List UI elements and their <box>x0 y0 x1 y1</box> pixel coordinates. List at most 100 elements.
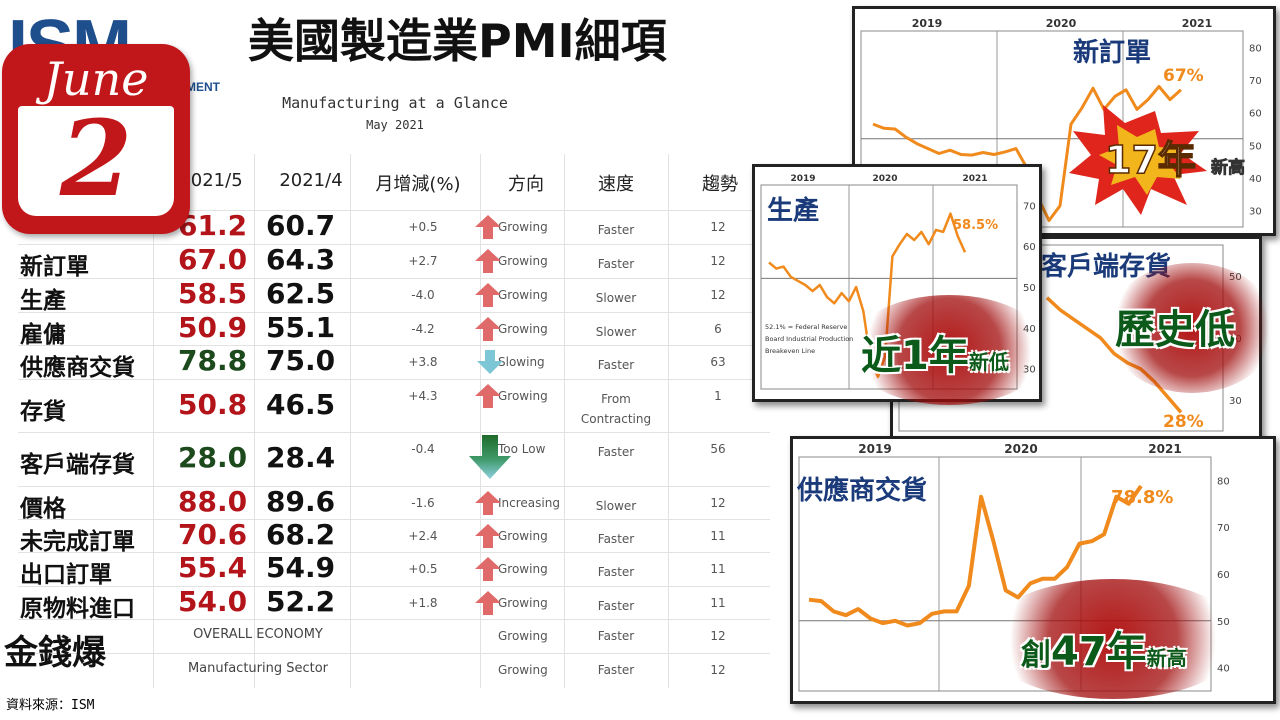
brand-logo: 金錢爆 <box>4 633 106 673</box>
direction-text: Growing <box>498 389 548 403</box>
direction-text: Growing <box>498 663 548 677</box>
chart-svg: 2019202020214050607080供應商交貨78.8% <box>796 442 1230 692</box>
table-row-divider <box>18 432 770 433</box>
trend-value: 63 <box>710 355 726 369</box>
arrow-up-icon <box>474 523 502 549</box>
row-label: 生產 <box>20 288 66 314</box>
plot-frame <box>798 456 1212 692</box>
value-april: 52.2 <box>266 584 336 618</box>
value-april: 64.3 <box>266 243 336 276</box>
chart-supplier-deliveries: 2019202020214050607080供應商交貨78.8%創47年新高 <box>790 436 1276 704</box>
direction-text: Growing <box>498 254 548 268</box>
change-pct: +2.4 <box>408 529 438 543</box>
y-tick-label: 50 <box>1249 141 1262 152</box>
arrow-up-icon <box>474 490 502 516</box>
callout-text: 歷史低 <box>1115 307 1235 353</box>
value-may: 55.4 <box>178 551 248 584</box>
row-label: 新訂單 <box>20 254 89 280</box>
direction-text: Growing <box>498 629 548 643</box>
note-text: Board Industrial Production <box>765 335 853 343</box>
blood-splatter <box>1107 263 1277 393</box>
table-col-divider <box>350 154 351 688</box>
change-pct: -1.6 <box>411 496 435 510</box>
table-row-divider <box>18 486 770 487</box>
source-note: 資料來源：ISM <box>6 698 95 713</box>
value-annotation: 28% <box>1163 412 1204 432</box>
y-tick-label: 60 <box>1023 242 1036 253</box>
x-tick-label: 2021 <box>962 174 987 184</box>
note-text: Breakeven Line <box>765 347 815 355</box>
trend-value: 56 <box>710 442 726 456</box>
table-header-cell: 方向 <box>508 174 544 195</box>
direction-text: Slowing <box>498 355 545 369</box>
table-row-divider <box>18 345 770 346</box>
change-pct: -0.4 <box>411 442 435 456</box>
table-row-divider <box>18 519 770 520</box>
rate-text: From Contracting <box>580 392 652 426</box>
value-may: 61.2 <box>178 209 248 242</box>
value-annotation: 78.8% <box>1111 487 1173 508</box>
rate-text: Faster <box>597 629 635 643</box>
value-may: 78.8 <box>178 344 248 377</box>
table-header-cell: 速度 <box>598 174 634 195</box>
arrow-down-icon <box>476 349 504 375</box>
value-april: 46.5 <box>266 387 336 421</box>
table-row-divider <box>18 210 770 211</box>
chart-title: 供應商交貨 <box>796 475 927 506</box>
value-may: 50.8 <box>178 387 248 421</box>
arrow-up-icon <box>474 316 502 342</box>
table-row-divider <box>18 278 770 279</box>
row-label: 原物料進口 <box>20 595 135 622</box>
callout-text: 近1年新低 <box>861 333 1009 379</box>
rate-text: Faster <box>597 445 635 459</box>
direction-text: Growing <box>498 322 548 336</box>
value-may: 58.5 <box>178 277 248 310</box>
arrow-up-icon <box>474 282 502 308</box>
direction-text: Growing <box>498 562 548 576</box>
table-row-divider <box>18 619 770 620</box>
table-row-divider <box>18 552 770 553</box>
row-label: 存貨 <box>20 398 66 425</box>
trend-value: 12 <box>710 288 726 302</box>
rate-text: Faster <box>597 599 635 613</box>
change-pct: -4.0 <box>411 288 435 302</box>
x-tick-label: 2019 <box>790 174 815 184</box>
value-april: 28.4 <box>266 441 336 474</box>
trend-value: 12 <box>710 254 726 268</box>
table-row-divider <box>18 653 770 654</box>
arrow-up-icon <box>474 590 502 616</box>
change-pct: +1.8 <box>408 596 438 610</box>
row-label: 客戶端存貨 <box>20 452 135 478</box>
row-label: 價格 <box>20 495 66 522</box>
value-may: 67.0 <box>178 243 248 276</box>
y-tick-label: 70 <box>1023 201 1036 212</box>
y-tick-label: 60 <box>1217 570 1230 581</box>
arrow-up-icon <box>474 248 502 274</box>
trend-value: 12 <box>710 220 726 234</box>
direction-text: Growing <box>498 288 548 302</box>
callout-text-small: 新高 <box>1211 157 1245 178</box>
y-tick-label: 30 <box>1229 396 1242 407</box>
direction-text: Growing <box>498 220 548 234</box>
trend-value: 11 <box>710 529 726 543</box>
x-tick-label: 2021 <box>1182 17 1213 30</box>
table-header-cell: 月增減(%) <box>375 174 461 195</box>
calendar-month: June <box>43 52 149 106</box>
table-col-divider <box>564 154 565 688</box>
change-pct: +0.5 <box>408 220 438 234</box>
x-tick-label: 2019 <box>858 442 891 456</box>
change-pct: +0.5 <box>408 562 438 576</box>
arrow-up-icon <box>474 556 502 582</box>
table-row-divider <box>18 586 770 587</box>
callout-text: 創47年新高 <box>1021 629 1187 675</box>
table-row-divider <box>18 312 770 313</box>
row-label: 未完成訂單 <box>20 528 135 555</box>
rate-text: Faster <box>597 257 635 271</box>
rate-text: Slower <box>595 325 637 339</box>
pmi-table: 2021/5 2021/4 月增減(%) 方向 速度 趨勢 61.2 60.7 +0.5 Grow… <box>18 154 770 688</box>
y-tick-label: 40 <box>1249 174 1262 185</box>
value-april: 62.5 <box>266 277 336 310</box>
y-tick-label: 80 <box>1217 476 1230 487</box>
value-may: 88.0 <box>178 484 248 518</box>
value-may: 54.0 <box>178 584 248 618</box>
